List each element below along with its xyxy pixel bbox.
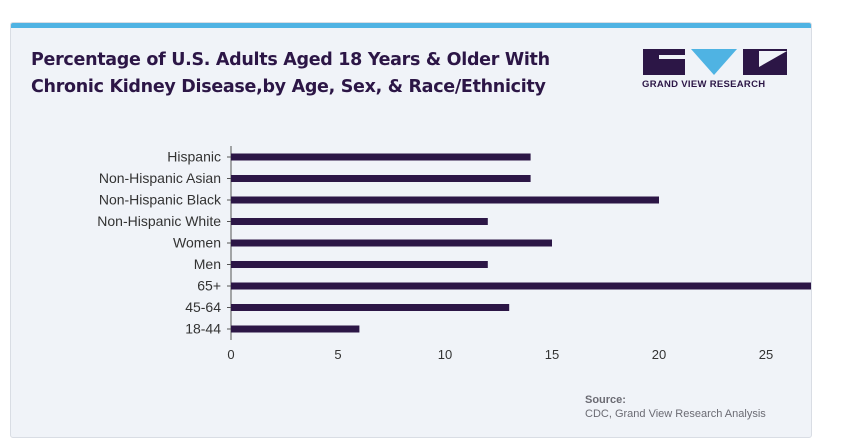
category-label: Non-Hispanic Black [99,192,222,208]
chart-title-line-1: Percentage of U.S. Adults Aged 18 Years … [31,50,550,70]
grand-view-research-logo [643,49,787,75]
x-tick-label: 25 [759,347,773,362]
chart-title: Percentage of U.S. Adults Aged 18 Years … [31,47,631,101]
bar [231,239,552,247]
logo-text: GRAND VIEW RESEARCH [642,79,766,90]
logo-right-notch [759,51,787,67]
category-label: Women [173,235,221,251]
x-tick-label: 20 [652,347,666,362]
x-tick-label: 0 [227,347,234,362]
bar [231,282,811,290]
chart-card: Percentage of U.S. Adults Aged 18 Years … [10,22,812,438]
card-accent-bar [11,23,811,28]
category-label: Non-Hispanic Asian [99,170,221,186]
chart-title-line-2: Chronic Kidney Disease,by Age, Sex, & Ra… [31,77,546,97]
x-tick-label: 5 [334,347,341,362]
source-text: CDC, Grand View Research Analysis [585,408,766,420]
category-label: Hispanic [167,149,221,165]
bar [231,325,360,333]
category-label: 65+ [197,278,221,294]
bar [231,175,531,182]
bar [231,304,510,311]
category-label: Non-Hispanic White [97,213,221,229]
bar [231,261,488,268]
bar [231,196,659,204]
bar [231,153,531,161]
source-note: Source: CDC, Grand View Research Analysi… [585,393,766,421]
bar [231,218,488,225]
x-tick-label: 10 [438,347,452,362]
x-tick-label: 15 [545,347,559,362]
category-label: 18-44 [185,321,221,337]
logo-left-block [643,49,685,75]
source-label: Source: [585,394,626,406]
bar-chart: Hispanic Non-Hispanic Asian Non-Hispanic B… [97,146,811,362]
logo-triangle [691,49,737,75]
category-label: Men [194,256,221,272]
logo-left-notch [659,55,685,59]
category-label: 45-64 [185,299,221,315]
